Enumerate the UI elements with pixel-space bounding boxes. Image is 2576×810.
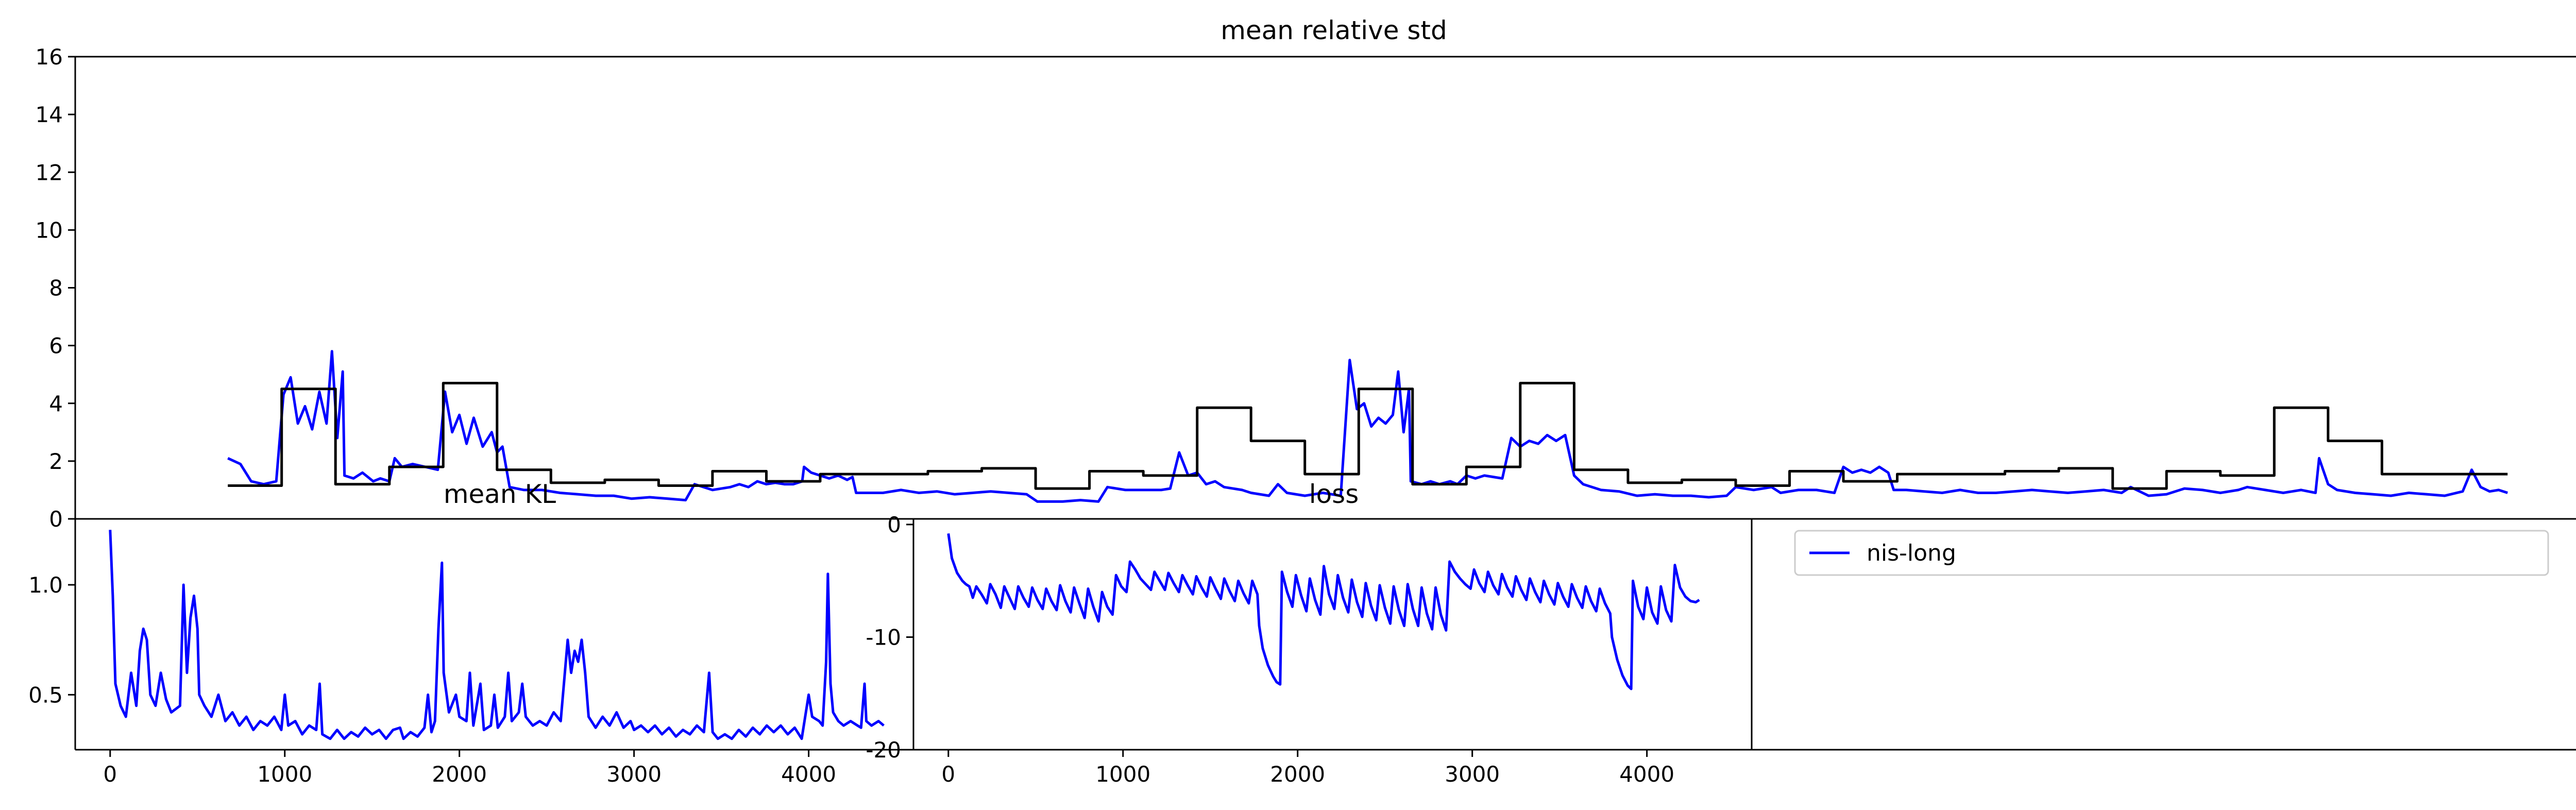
kl-y-ticks: 0.5 1.0	[28, 572, 75, 707]
top-title: mean relative std	[1221, 15, 1447, 45]
top-series	[227, 350, 2508, 503]
loss-x-tick-label: 4000	[1619, 762, 1674, 787]
kl-x-tick-label: 1000	[257, 762, 312, 787]
kl-panel: mean KL 0.5 1.0 0 1000 2000 3000 4000	[28, 479, 913, 787]
top-y-tick-label: 6	[49, 333, 63, 359]
kl-y-tick-label: 1.0	[28, 572, 63, 598]
kl-x-tick-label: 2000	[432, 762, 487, 787]
kl-x-ticks: 0 1000 2000 3000 4000	[103, 750, 836, 787]
top-y-tick-label: 4	[49, 391, 63, 416]
top-panel: mean relative std 0 2 4 6 8 10 12 14 16	[36, 15, 2576, 532]
top-y-tick-label: 12	[36, 160, 63, 185]
top-y-tick-label: 0	[49, 507, 63, 532]
loss-y-tick-label: 0	[887, 512, 901, 537]
loss-x-ticks: 0 1000 2000 3000 4000	[941, 750, 1674, 787]
top-axes-frame	[74, 56, 2576, 520]
kl-x-tick-label: 0	[103, 762, 117, 787]
loss-series	[947, 533, 1700, 690]
loss-series-line	[947, 533, 1700, 690]
legend: nis-long	[1794, 530, 2549, 576]
kl-series-line	[109, 530, 885, 740]
top-series-line	[227, 350, 2508, 503]
legend-panel: nis-long	[1752, 530, 2576, 751]
loss-panel: loss -20 -10 0 0 1000 2000 3000 4000	[866, 479, 1753, 787]
loss-y-tick-label: -20	[866, 737, 901, 763]
kl-title: mean KL	[444, 479, 556, 509]
top-y-tick-label: 14	[36, 102, 63, 127]
loss-title: loss	[1309, 479, 1359, 509]
top-y-tick-label: 2	[49, 449, 63, 474]
kl-x-tick-label: 3000	[606, 762, 662, 787]
loss-x-tick-label: 1000	[1095, 762, 1150, 787]
loss-x-tick-label: 2000	[1270, 762, 1325, 787]
loss-x-tick-label: 3000	[1445, 762, 1500, 787]
top-y-tick-label: 10	[36, 217, 63, 243]
legend-box	[1794, 530, 2549, 576]
kl-series	[109, 530, 885, 740]
loss-y-ticks: -20 -10 0	[866, 512, 913, 763]
legend-label: nis-long	[1867, 540, 1956, 566]
kl-x-tick-label: 4000	[781, 762, 836, 787]
top-step-series-line	[228, 382, 2508, 490]
top-y-tick-label: 8	[49, 276, 63, 301]
loss-y-tick-label: -10	[866, 625, 901, 650]
kl-y-tick-label: 0.5	[28, 682, 63, 707]
loss-x-tick-label: 0	[941, 762, 955, 787]
top-y-tick-label: 16	[36, 44, 63, 70]
top-y-ticks: 0 2 4 6 8 10 12 14 16	[36, 44, 75, 532]
